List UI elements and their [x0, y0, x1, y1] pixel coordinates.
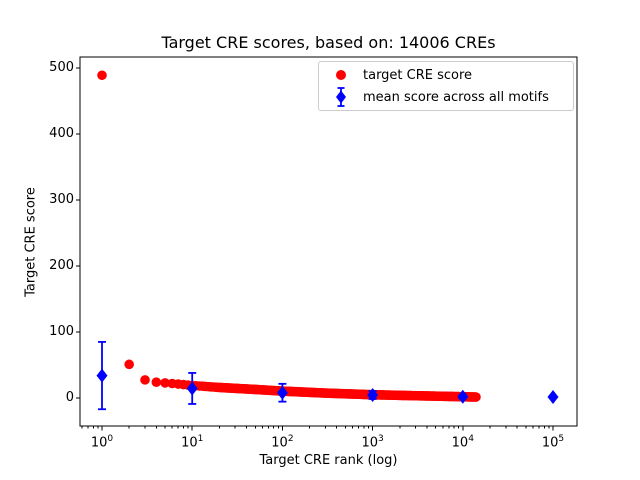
- y-tick-label: 100: [49, 324, 74, 340]
- x-tick-label: 101: [181, 434, 204, 451]
- target-cre-score-point: [471, 392, 481, 402]
- target-cre-score-point: [160, 378, 170, 388]
- target-cre-score-point: [124, 359, 134, 370]
- legend-item-mean-score: mean score across all motifs: [319, 86, 573, 108]
- mean-score-errorbar-point: [547, 390, 559, 405]
- mean-score-errorbar-point: [186, 372, 198, 405]
- target-cre-score-point: [151, 377, 162, 387]
- mean-score-errorbar-point: [367, 388, 379, 403]
- legend: target CRE score mean score across all m…: [318, 61, 574, 111]
- y-tick-label: 200: [49, 258, 74, 274]
- x-tick-label: 100: [90, 434, 114, 451]
- y-tick-label: 0: [65, 390, 74, 406]
- mean-score-errorbar-point: [276, 382, 288, 403]
- x-tick-label: 103: [361, 434, 384, 451]
- y-tick-label: 400: [49, 126, 74, 142]
- mean-score-errorbar-point: [457, 389, 469, 404]
- y-tick-label: 500: [49, 60, 74, 76]
- mean-score-errorbar-point: [96, 341, 108, 411]
- target-cre-score-point: [140, 375, 150, 385]
- plot-border: [79, 56, 578, 427]
- red-circle-icon: [336, 70, 346, 80]
- blue-diamond-errorbar-icon: [336, 87, 346, 107]
- x-tick-label: 104: [451, 434, 474, 451]
- x-tick-label: 105: [541, 434, 565, 451]
- legend-item-target-cre-score: target CRE score: [319, 64, 573, 86]
- legend-label: target CRE score: [363, 67, 473, 83]
- target-cre-score-point: [97, 70, 107, 81]
- chart-title: Target CRE scores, based on: 14006 CREs: [161, 33, 496, 52]
- x-axis-label: Target CRE rank (log): [259, 453, 398, 468]
- legend-label: mean score across all motifs: [363, 89, 549, 105]
- y-tick-label: 300: [49, 192, 74, 208]
- x-tick-label: 102: [271, 434, 294, 451]
